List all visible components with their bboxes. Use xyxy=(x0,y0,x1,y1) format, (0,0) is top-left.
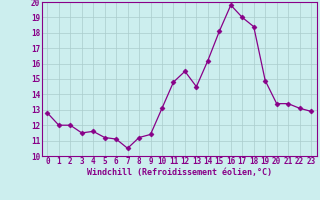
X-axis label: Windchill (Refroidissement éolien,°C): Windchill (Refroidissement éolien,°C) xyxy=(87,168,272,177)
